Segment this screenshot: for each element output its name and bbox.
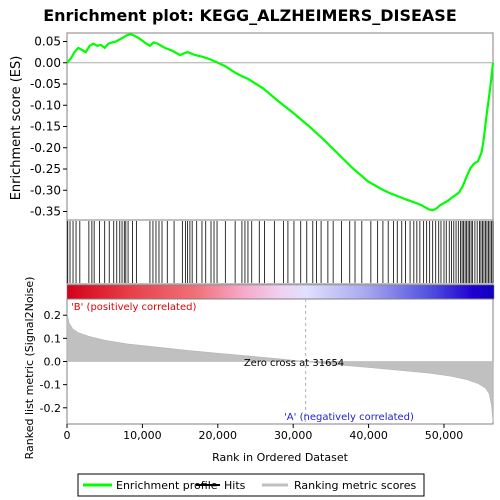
hit-markers <box>67 221 494 283</box>
x-tick-label: 30,000 <box>274 429 313 442</box>
ranked-list-y-tick-label: 0.0 <box>44 356 62 369</box>
es-y-tick-label: -0.35 <box>30 205 61 219</box>
x-tick-label: 50,000 <box>425 429 464 442</box>
es-y-tick-label: -0.10 <box>30 98 61 112</box>
zero-cross-label: Zero cross at 31654 <box>244 358 344 369</box>
legend-hits-label: Hits <box>224 479 246 492</box>
es-y-tick-label: -0.20 <box>30 141 61 155</box>
x-axis-ticks: 0 10,000 20,000 30,000 40,000 50,000 <box>64 424 464 442</box>
enrichment-panel: 0.05 0.00 -0.05 -0.10 -0.15 -0.20 -0.25 -0.30 -0… <box>9 32 495 221</box>
enrichment-profile-line <box>66 33 495 212</box>
es-y-ticks: 0.05 0.00 -0.05 -0.10 -0.15 -0.20 -0.25 -0.30 -0… <box>30 35 67 219</box>
legend-profile-label: Enrichment profile <box>116 479 218 492</box>
enrichment-panel-frame <box>66 32 494 221</box>
es-y-tick-label: -0.25 <box>30 162 61 176</box>
x-tick-label: 20,000 <box>199 429 238 442</box>
es-y-tick-label: 0.05 <box>34 35 61 49</box>
ranked-list-y-tick-label: 0.2 <box>44 309 62 322</box>
positive-correlation-label: 'B' (positively correlated) <box>71 302 196 313</box>
ranked-list-y-ticks: 0.2 0.1 0.0 -0.1 -0.2 <box>40 309 67 415</box>
legend: Enrichment profile Hits Ranking metric s… <box>77 473 425 497</box>
es-y-tick-label: -0.05 <box>30 77 61 91</box>
ranked-list-y-tick-label: 0.1 <box>44 332 62 345</box>
es-y-tick-label: 0.00 <box>34 56 61 70</box>
rank-color-bar <box>66 284 495 300</box>
ranked-list-y-tick-label: -0.2 <box>40 402 61 415</box>
x-tick-label: 40,000 <box>349 429 388 442</box>
ranked-list-y-tick-label: -0.1 <box>40 379 61 392</box>
legend-box <box>77 473 425 497</box>
chart-title: Enrichment plot: KEGG_ALZHEIMERS_DISEASE <box>43 6 457 25</box>
ranked-list-y-axis-label: Ranked list metric (Signal2Noise) <box>23 277 36 460</box>
es-y-tick-label: -0.15 <box>30 120 61 134</box>
legend-metric-label: Ranking metric scores <box>294 479 416 492</box>
x-axis-label: Rank in Ordered Dataset <box>212 451 349 464</box>
es-y-tick-label: -0.30 <box>30 183 61 197</box>
ranked-list-panel: 0.2 0.1 0.0 -0.1 -0.2 'B' (positively correl… <box>23 277 494 460</box>
es-y-axis-label: Enrichment score (ES) <box>9 56 24 201</box>
hits-panel <box>66 219 494 285</box>
hits-panel-frame <box>66 219 494 285</box>
x-tick-label: 10,000 <box>123 429 162 442</box>
x-tick-label: 0 <box>64 429 71 442</box>
negative-correlation-label: 'A' (negatively correlated) <box>284 412 414 423</box>
